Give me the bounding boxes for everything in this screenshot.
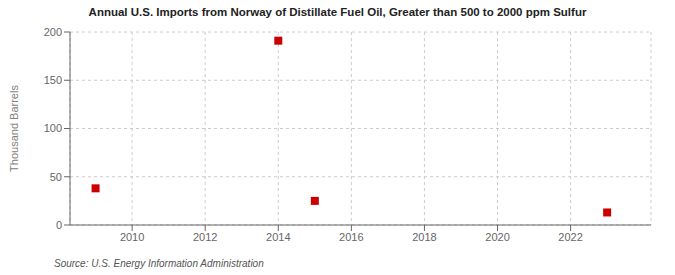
svg-text:200: 200 bbox=[44, 26, 62, 38]
svg-text:2016: 2016 bbox=[339, 231, 363, 243]
svg-text:100: 100 bbox=[44, 122, 62, 134]
svg-text:2020: 2020 bbox=[485, 231, 509, 243]
svg-text:2014: 2014 bbox=[266, 231, 290, 243]
svg-text:2018: 2018 bbox=[412, 231, 436, 243]
svg-text:2010: 2010 bbox=[120, 231, 144, 243]
svg-text:50: 50 bbox=[50, 171, 62, 183]
html-text:Source: U.S. Energy Informatio: Source: U.S. Energy Information Administ… bbox=[54, 257, 264, 269]
html-text:Annual U.S. Imports from Norwa: Annual U.S. Imports from Norway of Disti… bbox=[88, 6, 587, 18]
svg-text:150: 150 bbox=[44, 74, 62, 86]
svg-text:0: 0 bbox=[56, 219, 62, 231]
svg-text:2012: 2012 bbox=[193, 231, 217, 243]
svg-text:2022: 2022 bbox=[558, 231, 582, 243]
svg-text:Thousand Barrels: Thousand Barrels bbox=[8, 85, 20, 172]
